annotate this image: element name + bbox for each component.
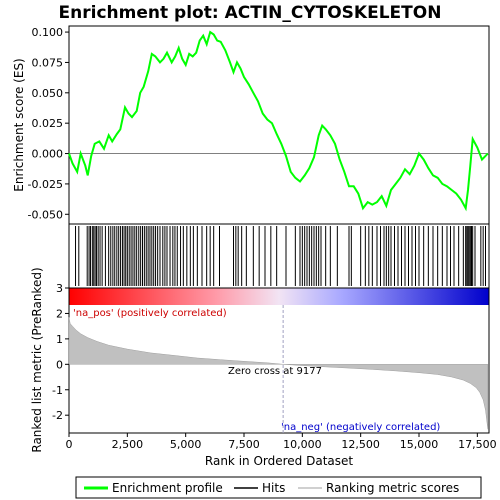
es-ytick-label: 0.025: [32, 117, 64, 130]
metric-y-ticks: -2 -1 0 1 2 3: [52, 282, 69, 422]
pos-label: 'na_pos' (positively correlated): [73, 308, 227, 319]
es-panel: -0.050 -0.025 0.000 0.025 0.050 0.075 0.100 En…: [12, 26, 489, 224]
legend-label-hits: Hits: [262, 481, 285, 495]
rank-gradient-bar: [69, 288, 489, 305]
hits-frame: [69, 224, 489, 288]
x-axis: 0 2,500 5,000 7,500 10,000 12,500 15,000 17,500: [66, 433, 497, 451]
legend-label-metric: Ranking metric scores: [326, 481, 459, 495]
legend: Enrichment profile Hits Ranking metric s…: [76, 477, 481, 498]
metric-ytick-label: 1: [56, 333, 63, 346]
es-y-ticks: -0.050 -0.025 0.000 0.025 0.050 0.075 0.100: [28, 26, 69, 221]
metric-ytick-label: 0: [56, 358, 63, 371]
metric-ytick-label: 2: [56, 307, 63, 320]
chart-title: Enrichment plot: ACTIN_CYTOSKELETON: [59, 3, 442, 23]
es-ytick-label: 0.050: [32, 87, 64, 100]
es-ylabel: Enrichment score (ES): [12, 58, 26, 191]
zero-cross-label: Zero cross at 9177: [228, 366, 322, 377]
legend-label-profile: Enrichment profile: [112, 481, 223, 495]
x-tick-label: 5,000: [170, 438, 202, 451]
es-ytick-label: -0.025: [28, 178, 63, 191]
metric-ytick-label: -2: [52, 409, 63, 422]
es-ytick-label: -0.050: [28, 208, 63, 221]
metric-ylabel: Ranked list metric (PreRanked): [30, 267, 44, 452]
metric-ytick-label: 3: [56, 282, 63, 295]
x-axis-label: Rank in Ordered Dataset: [205, 454, 353, 468]
es-ytick-label: 0.000: [32, 148, 64, 161]
es-ytick-label: 0.075: [32, 56, 64, 69]
x-tick-label: 0: [66, 438, 73, 451]
hits-panel: [69, 224, 489, 305]
es-ytick-label: 0.100: [32, 26, 64, 39]
x-tick-label: 2,500: [112, 438, 144, 451]
metric-ytick-label: -1: [52, 384, 63, 397]
x-tick-label: 17,500: [458, 438, 497, 451]
x-tick-label: 10,000: [283, 438, 322, 451]
x-tick-label: 12,500: [341, 438, 380, 451]
x-tick-label: 15,000: [400, 438, 439, 451]
es-plot-frame: [69, 26, 489, 224]
neg-label: 'na_neg' (negatively correlated): [281, 422, 440, 433]
x-tick-label: 7,500: [228, 438, 260, 451]
